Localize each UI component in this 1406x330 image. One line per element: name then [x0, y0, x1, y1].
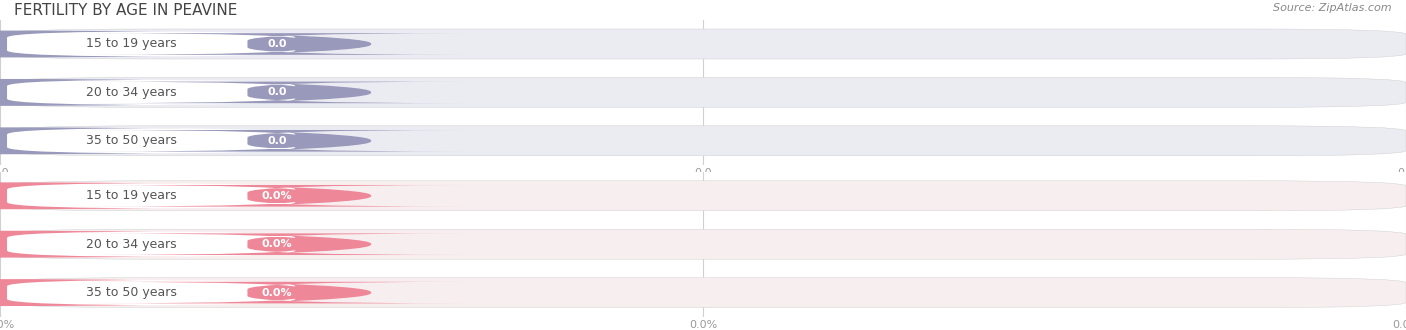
FancyBboxPatch shape: [7, 31, 295, 57]
Text: 20 to 34 years: 20 to 34 years: [86, 86, 177, 99]
FancyBboxPatch shape: [87, 185, 467, 207]
Circle shape: [0, 231, 371, 257]
Circle shape: [0, 128, 371, 153]
Text: Source: ZipAtlas.com: Source: ZipAtlas.com: [1274, 3, 1392, 13]
Circle shape: [0, 80, 371, 105]
Text: 20 to 34 years: 20 to 34 years: [86, 238, 177, 251]
FancyBboxPatch shape: [7, 80, 295, 105]
Text: FERTILITY BY AGE IN PEAVINE: FERTILITY BY AGE IN PEAVINE: [14, 3, 238, 18]
FancyBboxPatch shape: [87, 33, 467, 55]
Text: 0.0: 0.0: [267, 136, 287, 146]
FancyBboxPatch shape: [0, 29, 1406, 59]
Circle shape: [0, 280, 371, 305]
Text: 35 to 50 years: 35 to 50 years: [86, 286, 177, 299]
Text: 0.0: 0.0: [267, 39, 287, 49]
Text: 0.0%: 0.0%: [262, 191, 292, 201]
Circle shape: [0, 31, 371, 57]
FancyBboxPatch shape: [0, 78, 1406, 107]
FancyBboxPatch shape: [7, 183, 295, 209]
Text: 15 to 19 years: 15 to 19 years: [86, 38, 177, 50]
FancyBboxPatch shape: [0, 278, 1406, 308]
FancyBboxPatch shape: [87, 233, 467, 255]
FancyBboxPatch shape: [7, 128, 295, 153]
Text: 15 to 19 years: 15 to 19 years: [86, 189, 177, 202]
FancyBboxPatch shape: [7, 280, 295, 305]
Text: 0.0%: 0.0%: [262, 239, 292, 249]
FancyBboxPatch shape: [87, 130, 467, 151]
FancyBboxPatch shape: [87, 82, 467, 103]
Text: 35 to 50 years: 35 to 50 years: [86, 134, 177, 147]
Text: 0.0: 0.0: [267, 87, 287, 97]
Circle shape: [0, 183, 371, 209]
Text: 0.0%: 0.0%: [262, 288, 292, 298]
FancyBboxPatch shape: [0, 126, 1406, 156]
FancyBboxPatch shape: [0, 229, 1406, 259]
FancyBboxPatch shape: [87, 282, 467, 303]
FancyBboxPatch shape: [0, 181, 1406, 211]
FancyBboxPatch shape: [7, 231, 295, 257]
